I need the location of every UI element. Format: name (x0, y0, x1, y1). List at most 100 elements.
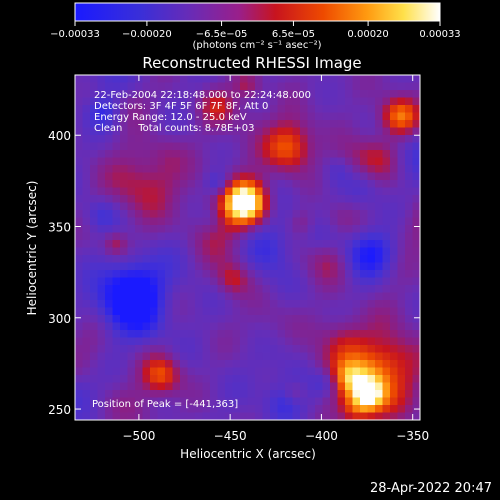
heatmap-cell (360, 330, 369, 339)
heatmap-cell (300, 375, 309, 384)
heatmap-cell (187, 82, 196, 91)
heatmap-cell (105, 292, 114, 301)
heatmap-cell (247, 112, 256, 121)
heatmap-cell (135, 165, 144, 174)
heatmap-cell (322, 322, 331, 331)
heatmap-cell (142, 232, 151, 241)
heatmap-cell (240, 262, 249, 271)
heatmap-cell (225, 202, 234, 211)
heatmap-cell (405, 337, 414, 346)
heatmap-cell (330, 127, 339, 136)
heatmap-cell (120, 255, 129, 264)
heatmap-cell (210, 112, 219, 121)
heatmap-cell (345, 307, 354, 316)
heatmap-cell (307, 412, 316, 420)
heatmap-cell (247, 82, 256, 91)
heatmap-cell (187, 352, 196, 361)
heatmap-cell (142, 397, 151, 406)
heatmap-cell (315, 352, 324, 361)
heatmap-cell (397, 105, 406, 114)
heatmap-cell (172, 277, 181, 286)
heatmap-cell (112, 225, 121, 234)
heatmap-cell (300, 127, 309, 136)
heatmap-cell (157, 210, 166, 219)
heatmap-cell (270, 330, 279, 339)
heatmap-cell (82, 240, 91, 249)
heatmap-cell (247, 195, 256, 204)
heatmap-cell (75, 345, 84, 354)
heatmap-cell (337, 225, 346, 234)
heatmap-cell (210, 142, 219, 151)
heatmap-cell (262, 300, 271, 309)
heatmap-cell (382, 315, 391, 324)
heatmap-cell (150, 240, 159, 249)
heatmap-cell (270, 247, 279, 256)
heatmap-cell (180, 165, 189, 174)
heatmap-cell (247, 157, 256, 166)
heatmap-cell (322, 187, 331, 196)
heatmap-cell (150, 315, 159, 324)
heatmap-cell (375, 82, 384, 91)
heatmap-cell (315, 390, 324, 399)
y-axis-label: Heliocentric Y (arcsec) (25, 181, 39, 316)
heatmap-cell (127, 187, 136, 196)
heatmap-cell (367, 150, 376, 159)
heatmap-cell (157, 345, 166, 354)
heatmap-cell (202, 390, 211, 399)
heatmap-cell (375, 375, 384, 384)
heatmap-cell (270, 292, 279, 301)
heatmap-cell (225, 360, 234, 369)
heatmap-cell (277, 82, 286, 91)
heatmap-cell (97, 75, 106, 84)
heatmap-cell (75, 412, 84, 420)
heatmap-cell (195, 225, 204, 234)
heatmap-cell (247, 367, 256, 376)
heatmap-cell (315, 187, 324, 196)
heatmap-cell (105, 345, 114, 354)
heatmap-cell (120, 345, 129, 354)
heatmap-cell (307, 232, 316, 241)
heatmap-cell (112, 232, 121, 241)
heatmap-cell (232, 277, 241, 286)
heatmap-cell (277, 285, 286, 294)
heatmap-cell (375, 360, 384, 369)
heatmap-cell (135, 150, 144, 159)
heatmap-cell (165, 120, 174, 129)
heatmap-cell (397, 187, 406, 196)
heatmap-cell (322, 180, 331, 189)
heatmap-cell (97, 292, 106, 301)
heatmap-cell (97, 270, 106, 279)
heatmap-cell (225, 322, 234, 331)
heatmap-cell (142, 142, 151, 151)
heatmap-cell (75, 307, 84, 316)
heatmap-cell (345, 330, 354, 339)
heatmap-cell (142, 90, 151, 99)
heatmap-cell (375, 157, 384, 166)
heatmap-cell (172, 90, 181, 99)
heatmap-cell (225, 127, 234, 136)
heatmap-cell (180, 97, 189, 106)
heatmap-cell (112, 367, 121, 376)
heatmap-cell (247, 270, 256, 279)
heatmap-cell (127, 315, 136, 324)
heatmap-cell (172, 195, 181, 204)
heatmap-cell (82, 285, 91, 294)
heatmap-cell (142, 367, 151, 376)
heatmap-cell (367, 135, 376, 144)
heatmap-cell (217, 247, 226, 256)
heatmap-cell (375, 90, 384, 99)
heatmap-cell (330, 292, 339, 301)
heatmap-cell (390, 195, 399, 204)
annotation-line: Energy Range: 12.0 - 25.0 keV (94, 112, 247, 123)
heatmap-cell (390, 412, 399, 420)
heatmap-cell (307, 127, 316, 136)
heatmap-cell (412, 120, 420, 129)
heatmap-cell (360, 112, 369, 121)
heatmap-cell (195, 135, 204, 144)
heatmap-cell (255, 217, 264, 226)
heatmap-cell (397, 75, 406, 84)
heatmap-cell (307, 397, 316, 406)
heatmap-cell (322, 135, 331, 144)
heatmap-cell (202, 127, 211, 136)
